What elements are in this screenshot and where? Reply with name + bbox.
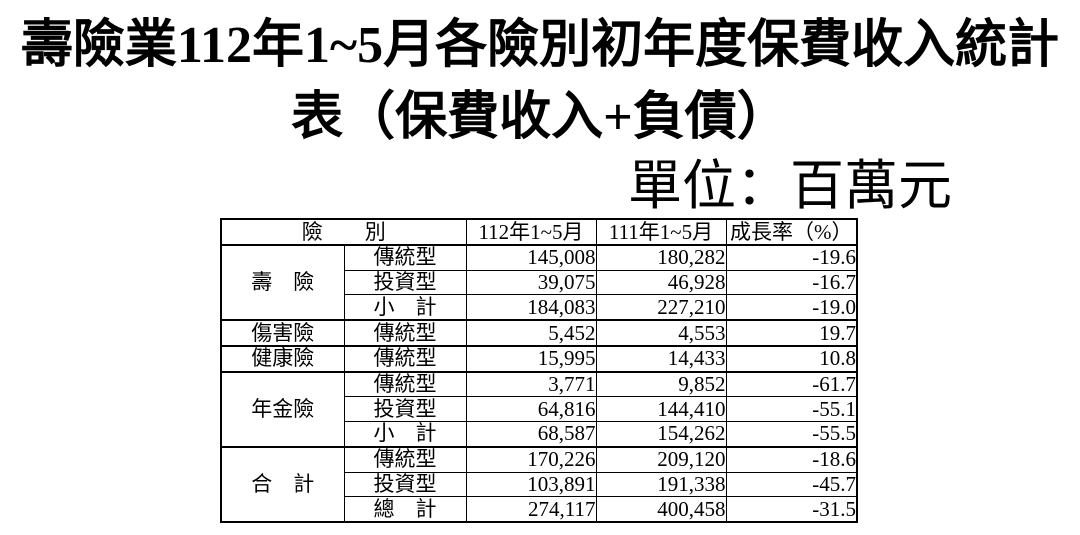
- cell-type: 投資型: [343, 396, 467, 423]
- cell-previous: 209,120: [595, 446, 727, 473]
- cell-current: 15,995: [465, 345, 597, 373]
- cell-previous: 4,553: [595, 319, 727, 347]
- cell-growth: -55.5: [725, 421, 858, 448]
- header-row: 險 別 112年1~5月 111年1~5月 成長率（%）: [220, 218, 858, 246]
- cell-growth: -19.0: [725, 294, 858, 322]
- cell-growth: -19.6: [725, 244, 858, 271]
- table-row: 總 計 274,117 400,458 -31.5: [221, 496, 858, 523]
- cell-type: 傳統型: [343, 371, 467, 398]
- table-row: 健康險 傳統型 15,995 14,433 10.8: [220, 345, 858, 373]
- page-title-line1: 壽險業112年1~5月各險別初年度保費收入統計: [20, 17, 1060, 74]
- cell-current: 170,226: [465, 446, 597, 473]
- group-label-annuity: 年金險: [220, 371, 345, 448]
- cell-type: 傳統型: [343, 345, 467, 373]
- cell-type: 傳統型: [343, 244, 467, 271]
- group-label-health: 健康險: [220, 345, 345, 373]
- header-previous-period: 111年1~5月: [595, 218, 727, 246]
- unit-label: 單位：百萬元: [628, 156, 952, 216]
- cell-previous: 154,262: [595, 421, 727, 448]
- table-row: 壽 險 傳統型 145,008 180,282 -19.6: [220, 244, 858, 322]
- page-title-line2: 表（保費收入+負債）: [291, 89, 789, 146]
- statistics-table: 險 別 112年1~5月 111年1~5月 成長率（%） 壽 險 傳統型 145…: [220, 218, 858, 523]
- cell-current: 274,117: [465, 496, 597, 523]
- cell-type: 傳統型: [343, 319, 467, 347]
- cell-current: 68,587: [465, 421, 597, 448]
- group-label-injury: 傷害險: [220, 319, 345, 347]
- cell-current: 184,083: [465, 294, 597, 322]
- statistics-table-wrap: 險 別 112年1~5月 111年1~5月 成長率（%） 壽 險 傳統型 145…: [220, 218, 858, 523]
- table-row: 投資型 39,075 46,928 -16.7: [221, 269, 858, 296]
- header-current-period: 112年1~5月: [465, 218, 597, 246]
- cell-type: 小 計: [343, 421, 467, 448]
- cell-previous: 46,928: [595, 269, 727, 296]
- table-row: 合 計 傳統型 170,226 209,120 -18.6: [220, 446, 858, 523]
- cell-previous: 14,433: [595, 345, 727, 373]
- header-growth-rate: 成長率（%）: [725, 218, 858, 246]
- table-row: 年金險 傳統型 3,771 9,852 -61.7: [220, 371, 858, 448]
- cell-current: 39,075: [465, 269, 597, 296]
- cell-type: 投資型: [343, 269, 467, 296]
- cell-type: 傳統型: [343, 446, 467, 473]
- cell-growth: -18.6: [725, 446, 858, 473]
- cell-growth: -31.5: [725, 496, 858, 523]
- cell-growth: -45.7: [725, 471, 858, 498]
- cell-current: 5,452: [465, 319, 597, 347]
- cell-previous: 144,410: [595, 396, 727, 423]
- cell-growth: -55.1: [725, 396, 858, 423]
- cell-type: 小 計: [343, 294, 467, 322]
- cell-growth: -61.7: [725, 371, 858, 398]
- cell-current: 3,771: [465, 371, 597, 398]
- cell-previous: 191,338: [595, 471, 727, 498]
- cell-previous: 180,282: [595, 244, 727, 271]
- cell-growth: -16.7: [725, 269, 858, 296]
- cell-previous: 227,210: [595, 294, 727, 322]
- group-label-total: 合 計: [220, 446, 345, 523]
- cell-previous: 9,852: [595, 371, 727, 398]
- cell-growth: 10.8: [725, 345, 858, 373]
- cell-previous: 400,458: [595, 496, 727, 523]
- cell-current: 103,891: [465, 471, 597, 498]
- table-row: 傷害險 傳統型 5,452 4,553 19.7: [220, 319, 858, 347]
- group-label-life: 壽 險: [220, 244, 345, 322]
- table-row: 投資型 103,891 191,338 -45.7: [221, 471, 858, 498]
- cell-growth: 19.7: [725, 319, 858, 347]
- cell-type: 總 計: [343, 496, 467, 523]
- table-row: 小 計 184,083 227,210 -19.0: [221, 294, 858, 322]
- table-row: 投資型 64,816 144,410 -55.1: [221, 396, 858, 423]
- cell-type: 投資型: [343, 471, 467, 498]
- cell-current: 145,008: [465, 244, 597, 271]
- table-row: 小 計 68,587 154,262 -55.5: [221, 421, 858, 448]
- header-category: 險 別: [220, 218, 467, 246]
- page-title: 壽險業112年1~5月各險別初年度保費收入統計 表（保費收入+負債）: [0, 10, 1080, 154]
- cell-current: 64,816: [465, 396, 597, 423]
